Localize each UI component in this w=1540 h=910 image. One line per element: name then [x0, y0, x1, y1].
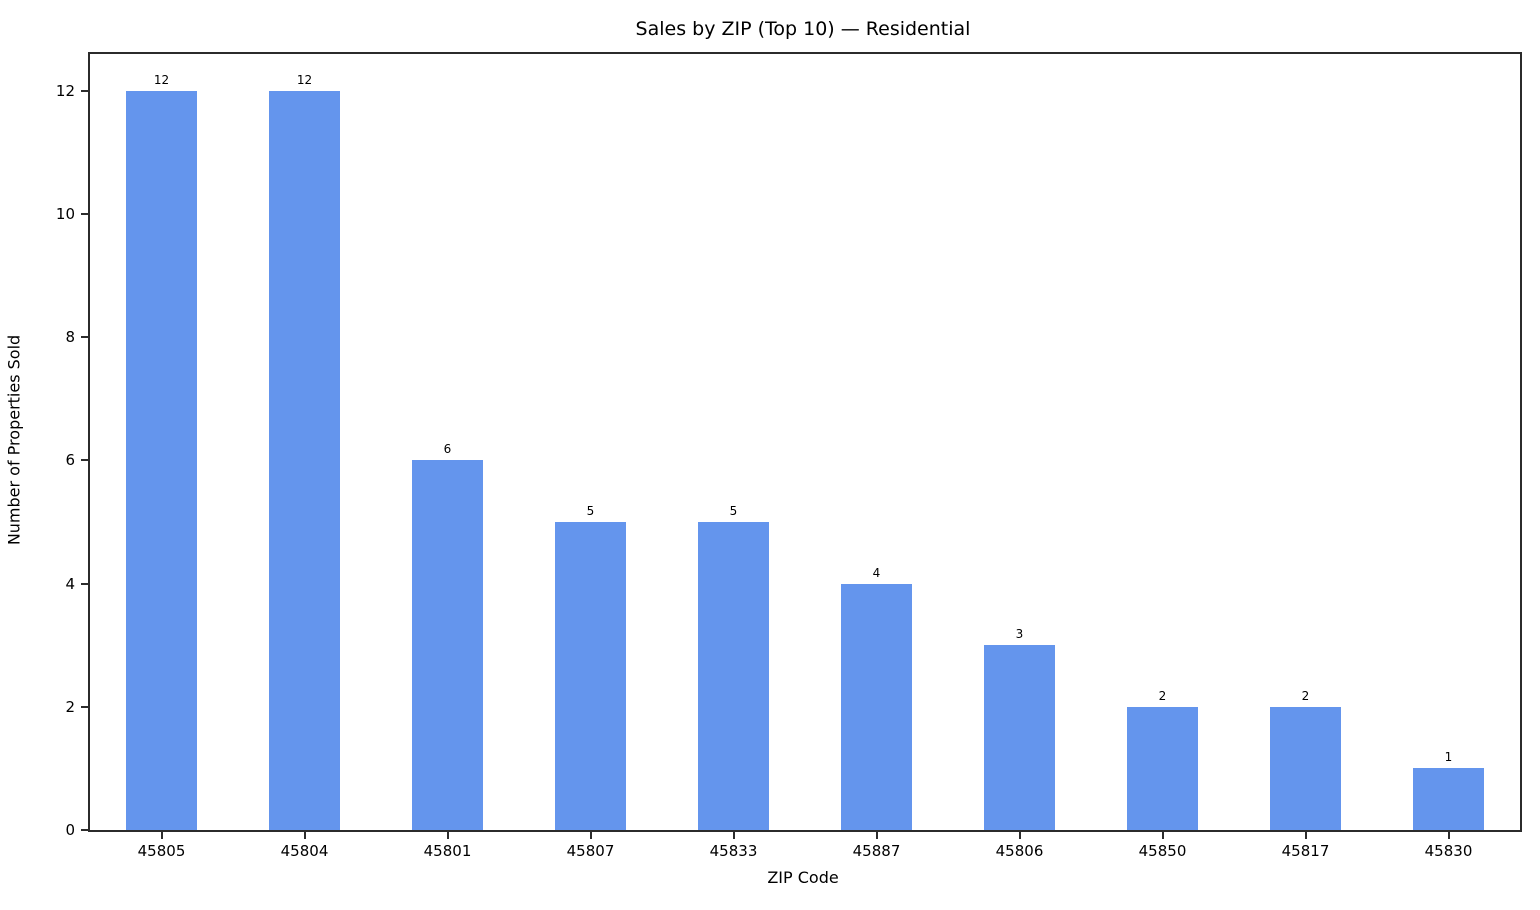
x-tick-label: 45805	[137, 842, 186, 860]
y-axis-label: Number of Properties Sold	[4, 334, 24, 546]
bar-value-label: 3	[1015, 627, 1024, 642]
bar-value-label: 4	[872, 565, 881, 580]
bar	[268, 90, 341, 830]
x-tick-mark	[1161, 832, 1164, 839]
bar	[554, 522, 627, 830]
y-tick-mark	[81, 213, 88, 216]
y-tick-label: 12	[55, 81, 75, 100]
bar	[840, 583, 913, 830]
bar	[125, 90, 198, 830]
x-tick-mark	[303, 832, 306, 839]
x-tick-mark	[732, 832, 735, 839]
bar	[1269, 706, 1342, 830]
x-tick-mark	[446, 832, 449, 839]
y-tick-label: 8	[65, 328, 75, 347]
bar	[1126, 706, 1199, 830]
x-tick-label: 45833	[709, 842, 758, 860]
bar-value-label: 12	[296, 72, 313, 87]
x-tick-label: 45806	[995, 842, 1044, 860]
x-axis-label: ZIP Code	[767, 868, 839, 887]
y-tick-label: 10	[55, 205, 75, 224]
bar	[697, 522, 770, 830]
x-tick-mark	[1447, 832, 1450, 839]
bar	[1412, 768, 1485, 830]
y-tick-mark	[81, 582, 88, 585]
bar	[411, 460, 484, 830]
y-tick-label: 4	[65, 574, 75, 593]
x-tick-label: 45801	[423, 842, 472, 860]
bar-value-label: 1	[1444, 750, 1453, 765]
y-tick-mark	[81, 336, 88, 339]
y-tick-mark	[81, 829, 88, 831]
bar	[983, 645, 1056, 830]
x-tick-label: 45817	[1281, 842, 1330, 860]
chart-title: Sales by ZIP (Top 10) — Residential	[635, 18, 971, 40]
y-tick-label: 0	[65, 821, 75, 839]
y-tick-mark	[81, 705, 88, 708]
bar-value-label: 5	[729, 504, 738, 519]
x-tick-label: 45887	[852, 842, 901, 860]
x-tick-label: 45804	[280, 842, 329, 860]
x-tick-mark	[1018, 832, 1021, 839]
x-tick-label: 45850	[1138, 842, 1187, 860]
bar-value-label: 2	[1158, 688, 1167, 703]
y-tick-mark	[81, 459, 88, 462]
bar-value-label: 12	[153, 72, 170, 87]
plot-area: 12 45805 12 45804 6 45801 5 45807 5 45833 4 45887 3 4…	[56, 52, 1522, 860]
x-tick-mark	[1304, 832, 1307, 839]
y-tick-mark	[81, 89, 88, 92]
bar-value-label: 5	[586, 504, 595, 519]
bar-value-label: 2	[1301, 688, 1310, 703]
y-tick-label: 2	[65, 697, 75, 716]
x-tick-label: 45830	[1424, 842, 1473, 860]
x-tick-mark	[160, 832, 163, 839]
x-tick-mark	[589, 832, 592, 839]
y-tick-label: 6	[65, 451, 75, 470]
bar-value-label: 6	[443, 442, 452, 457]
x-tick-label: 45807	[566, 842, 615, 860]
x-tick-mark	[875, 832, 878, 839]
